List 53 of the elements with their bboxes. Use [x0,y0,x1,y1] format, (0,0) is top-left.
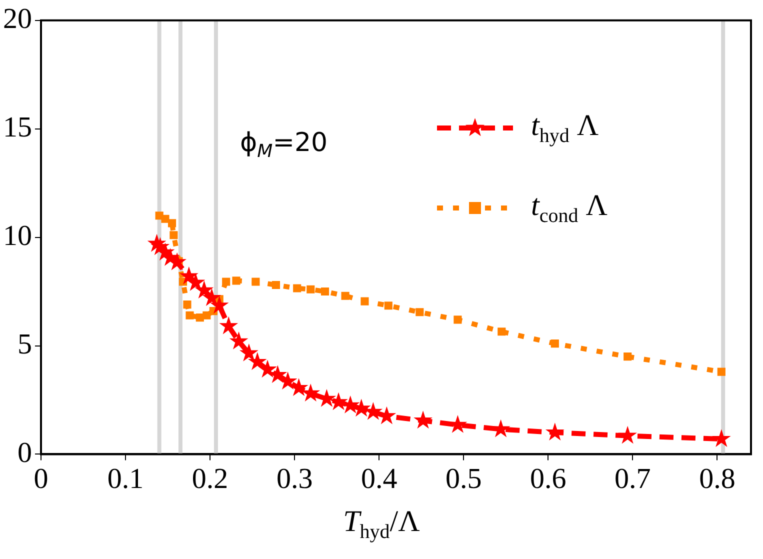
point [248,352,267,370]
point [194,280,214,298]
point [186,272,206,291]
point [712,429,731,448]
point [272,280,280,290]
point [329,392,348,410]
point [624,352,632,361]
point [550,340,559,348]
point [219,316,238,334]
x-axis-title: T$_{hyd}$/Λ [342,505,421,544]
y-tick-label: 10 [3,220,32,252]
y-tick-label: 15 [3,111,32,144]
point [545,422,564,441]
point [618,426,638,444]
x-tick-label: 0.6 [530,463,566,496]
y-tick-label: 5 [18,328,32,360]
point [183,300,192,309]
point [222,278,230,286]
point [341,292,350,300]
point [240,343,258,362]
point [454,316,462,324]
point [306,285,315,294]
point [170,231,178,240]
x-tick-label: 0.8 [699,463,736,496]
y-tick-label: 0 [18,436,32,469]
x-tick-label: 0.4 [360,463,398,496]
x-tick-label: 0.7 [614,463,651,496]
point [168,219,176,228]
point [252,278,260,286]
legend-label: t$_{hyd}$ Λ [531,108,599,148]
point [210,296,229,314]
x-tick-label: 0.5 [445,463,482,496]
x-tick-label: 0.2 [192,463,228,496]
point [202,288,222,306]
point [232,276,240,285]
point [384,302,392,310]
point [229,332,248,350]
point [498,328,506,336]
point [360,297,369,306]
point [414,410,432,429]
point [293,284,302,292]
y-tick-label: 20 [3,3,32,36]
x-tick-label: 0.1 [107,463,144,496]
point [186,311,194,320]
legend-label: t$_{cond}$ Λ [531,188,608,228]
point [161,214,170,223]
x-tick-label: 0.3 [276,463,313,496]
point [258,360,277,378]
point [320,287,330,296]
point [717,368,726,376]
point [202,311,211,320]
point [416,308,424,316]
annotation: ϕ$_{M}$=20 [240,128,328,162]
